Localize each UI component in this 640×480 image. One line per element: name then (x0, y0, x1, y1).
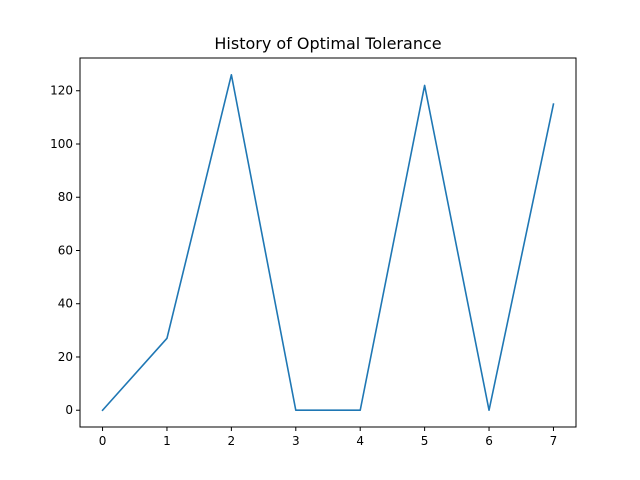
y-tick-label: 60 (58, 243, 73, 257)
x-tick-label: 4 (356, 434, 364, 448)
plot-area (101, 73, 555, 412)
y-tick-label: 20 (58, 350, 73, 364)
x-tick-label: 5 (421, 434, 429, 448)
chart-title: History of Optimal Tolerance (214, 34, 441, 53)
y-tick-label: 80 (58, 190, 73, 204)
x-tick-label: 2 (228, 434, 236, 448)
y-tick-label: 100 (50, 137, 73, 151)
x-tick-label: 7 (550, 434, 558, 448)
y-tick-label: 40 (58, 297, 73, 311)
y-tick-label: 0 (65, 403, 73, 417)
x-tick-label: 6 (485, 434, 493, 448)
x-tick-label: 1 (163, 434, 171, 448)
axes-frame (79, 57, 577, 428)
series-line-0 (101, 73, 555, 412)
y-tick-label: 120 (50, 84, 73, 98)
x-tick-label: 3 (292, 434, 300, 448)
y-axis: 0 20 40 60 80 100 120 (50, 84, 80, 417)
x-tick-label: 0 (99, 434, 107, 448)
x-axis: 0 1 2 3 4 5 6 7 (99, 427, 558, 448)
